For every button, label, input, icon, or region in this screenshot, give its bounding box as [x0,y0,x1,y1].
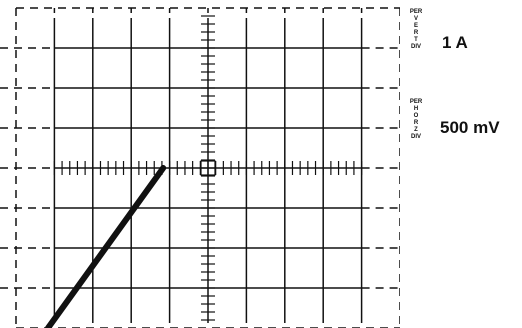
vertical-per-text: PER [409,9,423,15]
horizontal-axis-letter: Z [414,127,418,133]
vertical-div-text: DIV [410,44,421,50]
horizontal-axis-letter: O [413,113,419,119]
horizontal-axis-letter: R [413,120,419,126]
vertical-per-div-label: PER V E R T DIV [409,9,423,51]
signal-trace [45,165,167,328]
graticule-center-ticks [53,15,363,321]
vertical-axis-letter: V [413,16,418,22]
vertical-scale-value: 1 A [442,33,468,52]
vertical-axis-letter: E [413,23,418,29]
oscilloscope-graticule [0,7,400,328]
center-box [200,160,216,176]
vertical-axis-letter: R [413,30,419,36]
horizontal-per-div-label: PER H O R Z DIV [409,99,423,141]
horizontal-div-text: DIV [410,134,421,140]
horizontal-scale-value: 500 mV [440,118,500,137]
horizontal-per-text: PER [409,99,423,105]
vertical-axis-letter: T [414,37,418,43]
horizontal-axis-letter: H [413,106,419,112]
